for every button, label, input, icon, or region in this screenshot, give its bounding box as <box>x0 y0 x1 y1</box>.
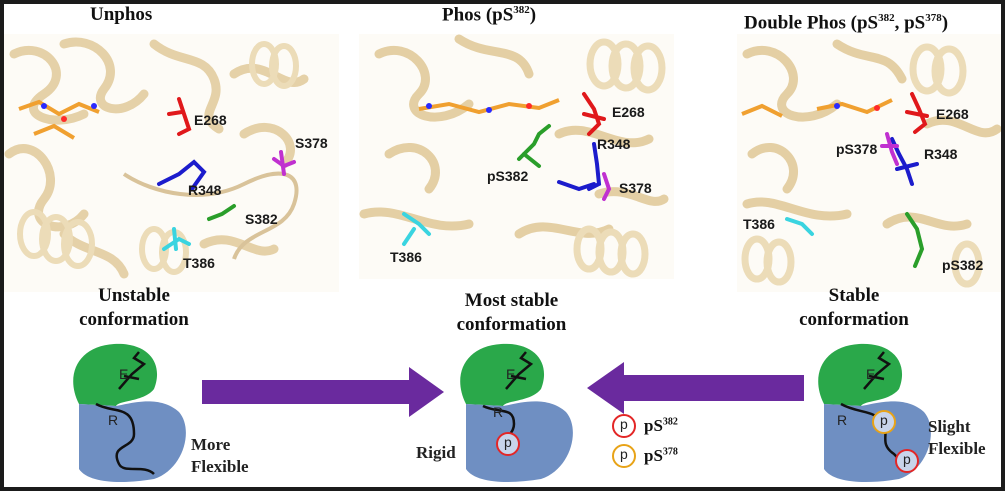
label-slight-flexible: Slight Flexible <box>928 416 986 460</box>
title-text: , pS <box>894 12 926 34</box>
residue-label-s378: S378 <box>295 135 328 151</box>
lobe-label-r-right: R <box>837 412 848 428</box>
residue-label-e268: E268 <box>612 104 645 120</box>
caption-stable: Stable conformation <box>774 284 934 332</box>
residue-label-s378: S378 <box>619 180 652 196</box>
side-line: Slight <box>928 417 971 436</box>
residue-label-r348: R348 <box>188 182 222 198</box>
schematic-diagram <box>73 343 931 482</box>
side-line: Flexible <box>928 439 986 458</box>
lobe-schematic-right <box>818 343 931 482</box>
residue-label-s382: S382 <box>245 211 278 227</box>
title-text: ) <box>529 4 537 26</box>
lobe-label-r-left: R <box>108 412 119 428</box>
legend-ps382-ring <box>612 414 636 438</box>
legend-sup: 382 <box>662 416 678 428</box>
caption-line: Stable <box>828 285 880 306</box>
lobe-label-e-left: E <box>119 366 129 382</box>
side-line: Flexible <box>191 457 249 476</box>
residue-label-ps382: pS382 <box>942 257 984 273</box>
residue-label-r348: R348 <box>924 146 958 162</box>
legend-ps382: pS382 <box>644 416 678 436</box>
title-text: Double Phos (pS <box>744 12 879 34</box>
residue-label-ps382: pS382 <box>487 168 529 184</box>
caption-line: conformation <box>456 314 567 335</box>
residue-label-t386: T386 <box>390 249 422 265</box>
phospho-symbol: p <box>903 451 911 467</box>
phospho-symbol: p <box>504 434 512 450</box>
arrow-left <box>587 362 804 414</box>
residue-label-e268: E268 <box>936 106 969 122</box>
caption-line: conformation <box>79 309 189 330</box>
residue-label-r348: R348 <box>597 136 631 152</box>
caption-unstable: Unstable conformation <box>54 284 214 332</box>
protein-structure-unphos <box>4 34 339 292</box>
arrow-right <box>202 367 444 417</box>
lobe-label-r-center: R <box>493 404 504 420</box>
protein-structure-phos <box>359 34 674 279</box>
legend-sup: 378 <box>662 446 678 458</box>
caption-line: Unstable <box>98 285 170 306</box>
label-more-flexible: More Flexible <box>191 434 249 478</box>
legend-text: pS <box>644 416 663 435</box>
title-text: Phos (pS <box>442 4 514 26</box>
residue-label-e268: E268 <box>194 112 227 128</box>
caption-most-stable: Most stable conformation <box>424 289 599 337</box>
legend-ps378: pS378 <box>644 446 678 466</box>
lobe-label-e-right: E <box>866 366 876 382</box>
title-text: ) <box>941 12 949 34</box>
legend-text: pS <box>644 446 663 465</box>
panel-title-double-phos: Double Phos (pS382, pS378) <box>744 12 948 34</box>
phospho-symbol: p <box>880 412 888 428</box>
title-text: Unphos <box>90 4 153 25</box>
phospho-symbol: p <box>620 416 628 432</box>
residue-label-t386: T386 <box>183 255 215 271</box>
side-line: More <box>191 435 231 454</box>
title-sup: 382 <box>513 4 530 16</box>
title-sup: 382 <box>878 12 895 24</box>
panel-title-unphos: Unphos <box>90 4 152 26</box>
lobe-schematic-left <box>73 343 186 482</box>
panel-title-phos: Phos (pS382) <box>442 4 536 26</box>
residue-label-ps378: pS378 <box>836 141 878 157</box>
title-sup: 378 <box>925 12 942 24</box>
caption-line: Most stable <box>464 290 559 311</box>
residue-label-t386: T386 <box>743 216 775 232</box>
caption-line: conformation <box>799 309 909 330</box>
label-rigid: Rigid <box>416 443 456 462</box>
lobe-label-e-center: E <box>506 366 516 382</box>
legend-ps378-ring <box>612 444 636 468</box>
protein-structure-double-phos <box>737 34 1001 292</box>
lobe-schematic-center <box>460 343 573 482</box>
figure-canvas: Unphos Phos (pS382) Double Phos (pS382, … <box>4 4 1001 487</box>
phospho-symbol: p <box>620 446 628 462</box>
